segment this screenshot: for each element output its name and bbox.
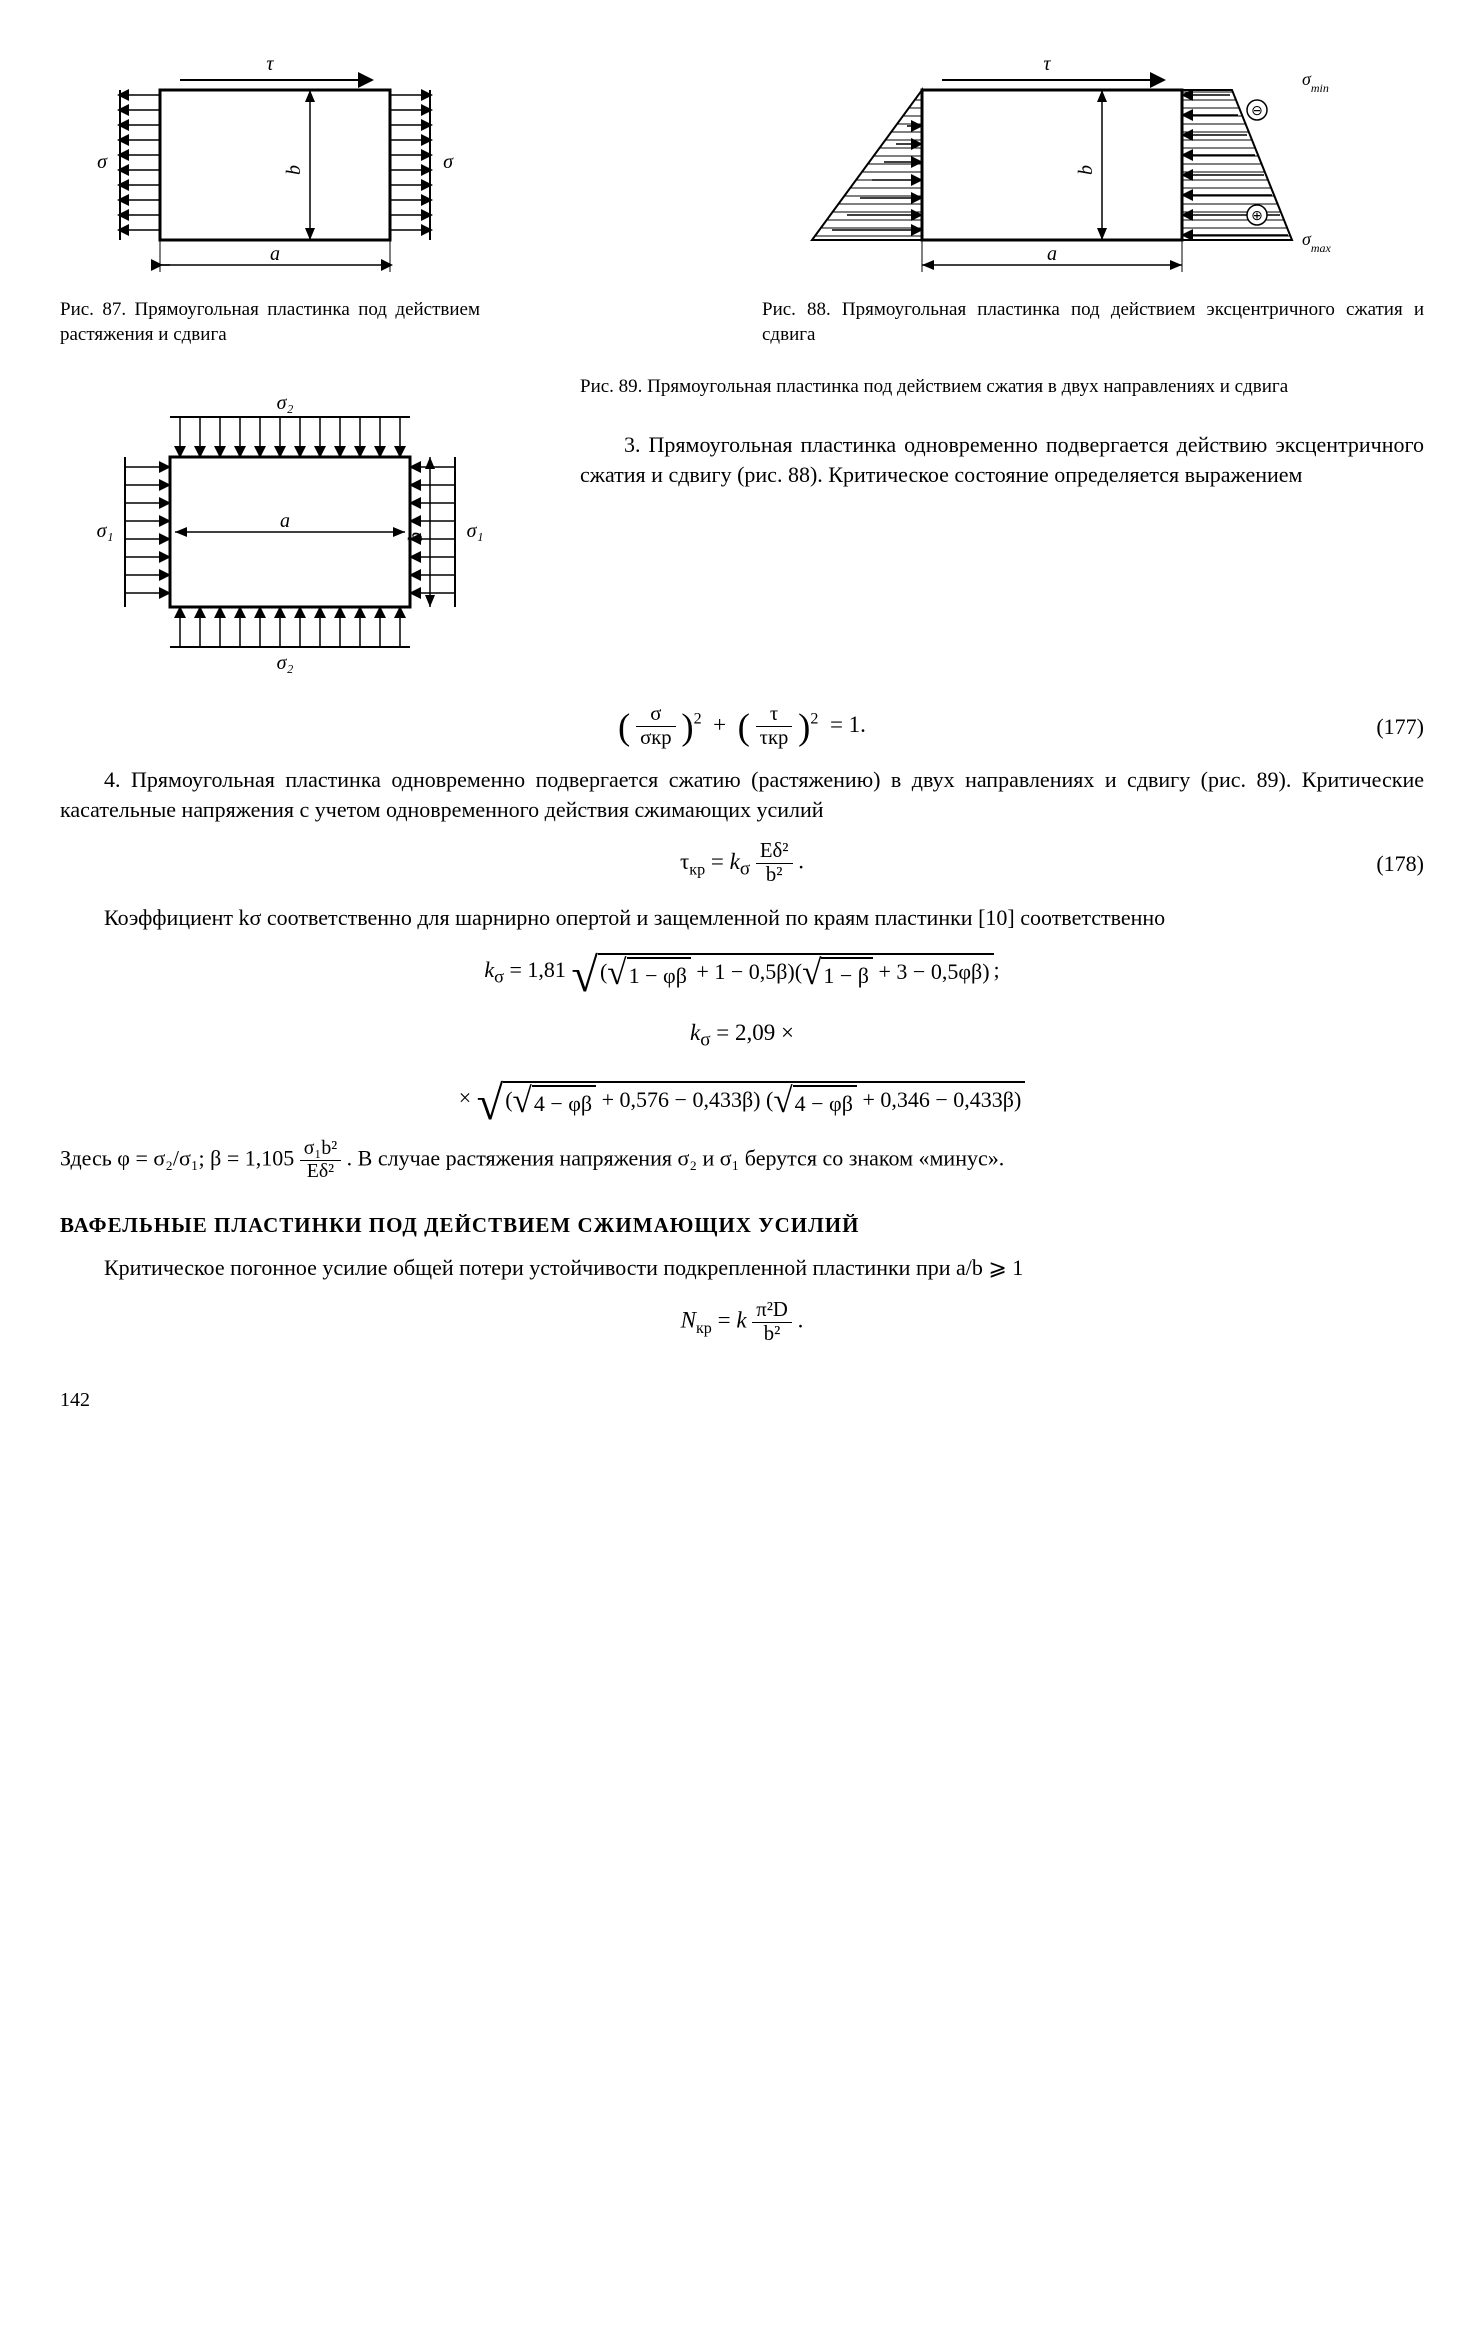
svg-text:σ₁: σ₁ bbox=[97, 520, 114, 542]
eq-k1-expression: kσ = 1,81 √ (√1 − φβ + 1 − 0,5β)(√1 − β … bbox=[484, 953, 999, 991]
eq177-number: (177) bbox=[1376, 712, 1424, 742]
eq177-expression: ( σ σкр )2 + ( τ τкр )2 = 1. bbox=[618, 702, 866, 752]
section-heading-waffle: ВАФЕЛЬНЫЕ ПЛАСТИНКИ ПОД ДЕЙСТВИЕМ СЖИМАЮ… bbox=[60, 1211, 1424, 1239]
equation-ksigma-2b: × √ (√4 − φβ + 0,576 − 0,433β) (√4 − φβ … bbox=[60, 1074, 1424, 1124]
svg-text:σ: σ bbox=[97, 151, 108, 173]
svg-text:σ₂: σ₂ bbox=[277, 652, 294, 674]
equation-178: τкр = kσ Eδ² b² . (178) bbox=[60, 839, 1424, 889]
figure-87: τ σ bbox=[60, 40, 722, 347]
equation-ksigma-1: kσ = 1,81 √ (√1 − φβ + 1 − 0,5β)(√1 − β … bbox=[60, 946, 1424, 996]
svg-text:⊕: ⊕ bbox=[1251, 209, 1263, 224]
svg-text:σmin: σmin bbox=[1302, 69, 1329, 95]
svg-text:τ: τ bbox=[1043, 53, 1051, 75]
figure-88: τ σ bbox=[762, 40, 1424, 347]
fig87-diagram: τ σ bbox=[60, 40, 490, 290]
para-coefficient: Коэффициент kσ соответственно для шарнир… bbox=[60, 903, 1424, 933]
svg-text:b: b bbox=[283, 165, 305, 175]
svg-text:σ: σ bbox=[443, 151, 454, 173]
svg-text:b: b bbox=[1075, 165, 1097, 175]
svg-text:b: b bbox=[405, 532, 427, 542]
svg-text:σmax: σmax bbox=[1302, 229, 1332, 255]
para-waffle: Критическое погонное усилие общей потери… bbox=[60, 1253, 1424, 1283]
fig87-caption: Рис. 87. Прямоугольная пластинка под дей… bbox=[60, 298, 480, 347]
svg-text:σ₁: σ₁ bbox=[467, 520, 484, 542]
fig89-caption: Рис. 89. Прямоугольная пластинка под дей… bbox=[580, 375, 1424, 400]
figures-row-1: τ σ bbox=[60, 40, 1424, 347]
svg-text:σ₂: σ₂ bbox=[277, 392, 294, 414]
eq-Nkr-expression: Nкр = k π²D b² . bbox=[681, 1299, 804, 1346]
equation-177: ( σ σкр )2 + ( τ τкр )2 = 1. (177) bbox=[60, 701, 1424, 751]
row2-right-column: Рис. 89. Прямоугольная пластинка под дей… bbox=[580, 367, 1424, 499]
equation-Nkr: Nкр = k π²D b² . bbox=[60, 1297, 1424, 1347]
svg-text:a: a bbox=[270, 243, 280, 265]
fig88-caption: Рис. 88. Прямоугольная пластинка под дей… bbox=[762, 298, 1424, 347]
row-2: σ₂ σ₂ bbox=[60, 367, 1424, 687]
eq-k2b-expression: × √ (√4 − φβ + 0,576 − 0,433β) (√4 − φβ … bbox=[459, 1081, 1026, 1119]
equation-ksigma-2a: kσ = 2,09 × bbox=[60, 1010, 1424, 1060]
para-4: 4. Прямоугольная пластинка одновременно … bbox=[60, 765, 1424, 824]
figure-89: σ₂ σ₂ bbox=[60, 367, 540, 687]
eq178-expression: τкр = kσ Eδ² b² . bbox=[680, 840, 804, 887]
fig88-diagram: τ σ bbox=[762, 40, 1382, 290]
fig89-diagram: σ₂ σ₂ bbox=[60, 367, 520, 687]
svg-text:⊖: ⊖ bbox=[1251, 104, 1263, 119]
eq178-number: (178) bbox=[1376, 849, 1424, 879]
eq-k2a-expression: kσ = 2,09 × bbox=[690, 1017, 794, 1053]
para-where: Здесь φ = σ₂/σ₁; β = 1,105 σ₁b² Eδ² . В … bbox=[60, 1138, 1424, 1183]
svg-text:a: a bbox=[1047, 243, 1057, 265]
para-3: 3. Прямоугольная пластинка одновременно … bbox=[580, 430, 1424, 489]
page-number: 142 bbox=[60, 1387, 1424, 1414]
svg-text:τ: τ bbox=[266, 53, 274, 75]
svg-text:a: a bbox=[280, 510, 290, 532]
